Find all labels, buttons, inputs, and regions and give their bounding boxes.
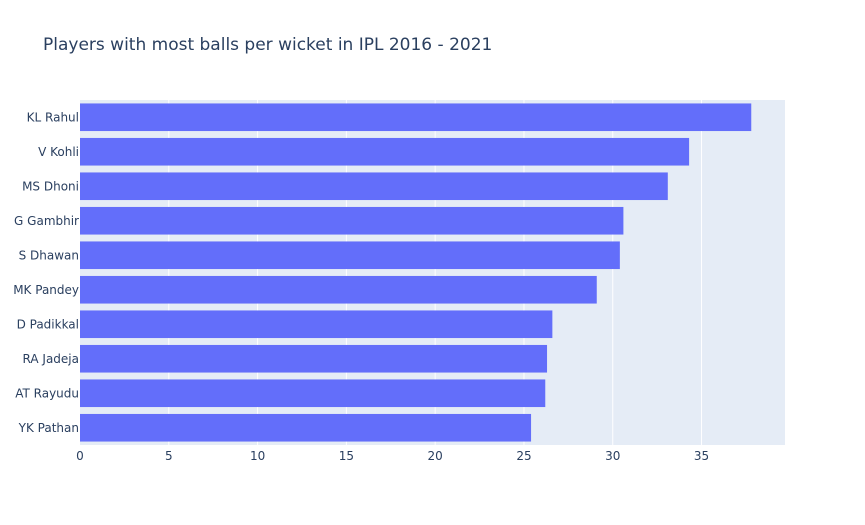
- bar: [80, 103, 752, 132]
- x-tick-label: 10: [250, 449, 265, 463]
- x-tick-label: 0: [76, 449, 84, 463]
- y-tick-label: YK Pathan: [18, 421, 79, 435]
- y-tick-label: MK Pandey: [13, 283, 79, 297]
- bar: [80, 206, 624, 235]
- y-tick-label: RA Jadeja: [23, 352, 79, 366]
- y-tick-label: G Gambhir: [14, 214, 79, 228]
- x-tick-label: 30: [605, 449, 620, 463]
- x-axis-ticks: 0 5 10 15 20 25 30 35: [76, 449, 709, 463]
- y-tick-label: D Padikkal: [17, 317, 79, 331]
- y-tick-label: S Dhawan: [19, 248, 79, 262]
- y-axis-ticks: KL Rahul V Kohli MS Dhoni G Gambhir S Dhawan…: [13, 110, 79, 435]
- bar: [80, 137, 690, 166]
- bar: [80, 275, 597, 304]
- x-tick-label: 35: [694, 449, 709, 463]
- bar: [80, 241, 620, 270]
- bar: [80, 344, 548, 373]
- bar: [80, 310, 553, 339]
- y-tick-label: KL Rahul: [27, 110, 79, 124]
- bar: [80, 172, 668, 201]
- chart-title: Players with most balls per wicket in IP…: [43, 35, 492, 55]
- bar: [80, 413, 532, 442]
- x-tick-label: 20: [428, 449, 443, 463]
- bar: [80, 379, 546, 408]
- x-tick-label: 5: [165, 449, 173, 463]
- y-tick-label: V Kohli: [38, 145, 79, 159]
- y-tick-label: AT Rayudu: [15, 386, 79, 400]
- bars: [80, 103, 752, 442]
- y-tick-label: MS Dhoni: [22, 179, 79, 193]
- x-tick-label: 25: [516, 449, 531, 463]
- x-tick-label: 15: [339, 449, 354, 463]
